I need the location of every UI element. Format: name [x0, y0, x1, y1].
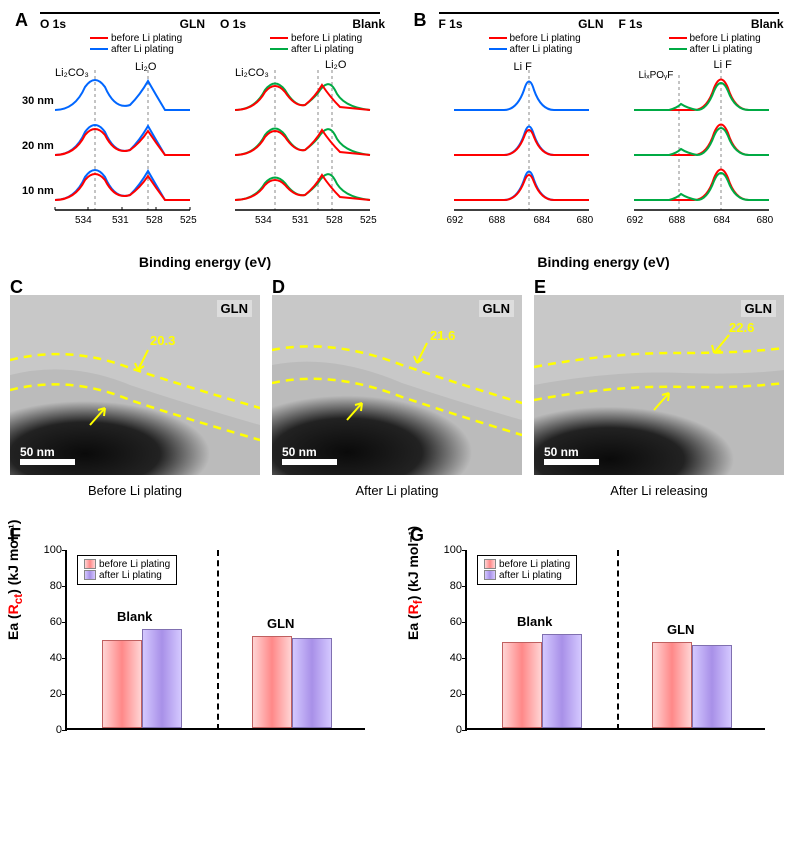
tick: 531 [292, 215, 309, 226]
tem-c-caption: Before Li plating [10, 483, 260, 498]
tick: 692 [447, 215, 464, 226]
scalebar: 50 nm [282, 445, 337, 465]
tem-e-caption: After Li releasing [534, 483, 784, 498]
row-xps: A O 1s GLN before Li plating after Li pl… [10, 10, 797, 270]
tick: 692 [627, 215, 644, 226]
tem-c-measure: 20.3 [150, 333, 175, 348]
bar-before [252, 636, 292, 728]
bar-before [102, 640, 142, 728]
row-tem: C GLN 20.3 50 nm Before Li plating D [10, 295, 797, 495]
ytick: 0 [37, 724, 62, 736]
panel-f-ylabel: Ea (Rct) (kJ mol⁻¹) [5, 520, 25, 640]
tem-d-image: GLN 21.6 50 nm [272, 295, 522, 475]
b-right-svg [609, 15, 789, 225]
panel-f: F Ea (Rct) (kJ mol⁻¹) 020406080100before… [10, 530, 390, 750]
tem-d-measure: 21.6 [430, 328, 455, 343]
panel-c: C GLN 20.3 50 nm Before Li plating [10, 295, 260, 495]
tick: 528 [146, 215, 163, 226]
ytick: 60 [437, 616, 462, 628]
tem-d-corner: GLN [479, 300, 514, 317]
tem-d-caption: After Li plating [272, 483, 522, 498]
scalebar: 50 nm [544, 445, 599, 465]
tick: 680 [577, 215, 594, 226]
scalebar: 50 nm [20, 445, 75, 465]
bar-before [652, 642, 692, 728]
panel-a-topbar [40, 12, 380, 14]
ytick: 60 [37, 616, 62, 628]
panel-b: B F 1s GLN before Li plating after Li pl… [409, 10, 798, 270]
ytick: 40 [37, 652, 62, 664]
bar-group-label: Blank [517, 614, 552, 629]
ytick: 40 [437, 652, 462, 664]
tick: 534 [255, 215, 272, 226]
panel-e: E GLN 22.6 50 nm After Li releasing [534, 295, 784, 495]
panel-g: G Ea (Rf) (kJ mol⁻¹) 020406080100before … [410, 530, 790, 750]
ytick: 80 [437, 580, 462, 592]
tick: 534 [75, 215, 92, 226]
panel-b-topbar [439, 12, 779, 14]
tick: 531 [112, 215, 129, 226]
bar-after [542, 634, 582, 728]
ytick: 20 [437, 688, 462, 700]
figure: A O 1s GLN before Li plating after Li pl… [0, 0, 807, 760]
panel-a-xlabel: Binding energy (eV) [25, 254, 385, 270]
ytick: 100 [37, 544, 62, 556]
bar-group-label: GLN [267, 616, 294, 631]
tick: 525 [180, 215, 197, 226]
scalebar-text: 50 nm [282, 445, 337, 459]
panel-b-right: F 1s Blank before Li plating after Li pl… [609, 15, 789, 245]
bar-after [692, 645, 732, 728]
tem-c-corner: GLN [217, 300, 252, 317]
bar-after [292, 638, 332, 728]
tick: 688 [489, 215, 506, 226]
tick: 680 [757, 215, 774, 226]
row-bars: F Ea (Rct) (kJ mol⁻¹) 020406080100before… [10, 530, 797, 750]
bar-legend: before Li plating after Li plating [77, 555, 177, 585]
panel-a-right: O 1s Blank before Li plating after Li pl… [210, 15, 390, 245]
chart-g-area: 020406080100before Li plating after Li p… [465, 550, 765, 730]
panel-b-left: F 1s GLN before Li plating after Li plat… [429, 15, 609, 245]
bar-group-label: GLN [667, 622, 694, 637]
bar-legend: before Li plating after Li plating [477, 555, 577, 585]
tick: 684 [714, 215, 731, 226]
panel-d: D GLN 21.6 50 nm After Li plating [272, 295, 522, 495]
panel-b-xlabel: Binding energy (eV) [424, 254, 784, 270]
tem-e-image: GLN 22.6 50 nm [534, 295, 784, 475]
bar-group-label: Blank [117, 609, 152, 624]
tem-e-measure: 22.6 [729, 320, 754, 335]
scalebar-text: 50 nm [20, 445, 75, 459]
tem-e-corner: GLN [741, 300, 776, 317]
panel-a-left: O 1s GLN before Li plating after Li plat… [30, 15, 210, 245]
ytick: 80 [37, 580, 62, 592]
bar-before [502, 642, 542, 728]
panel-b-label: B [414, 10, 427, 31]
tick: 525 [360, 215, 377, 226]
a-left-svg [30, 15, 210, 225]
panel-a-label: A [15, 10, 28, 31]
panel-g-ylabel: Ea (Rf) (kJ mol⁻¹) [405, 526, 425, 640]
tem-c-image: GLN 20.3 50 nm [10, 295, 260, 475]
divider [217, 550, 219, 730]
chart-f-area: 020406080100before Li plating after Li p… [65, 550, 365, 730]
tick: 688 [669, 215, 686, 226]
tick: 528 [326, 215, 343, 226]
ytick: 20 [37, 688, 62, 700]
bar-after [142, 629, 182, 728]
scalebar-text: 50 nm [544, 445, 599, 459]
b-left-svg [429, 15, 609, 225]
divider [617, 550, 619, 730]
panel-a: A O 1s GLN before Li plating after Li pl… [10, 10, 399, 270]
a-right-svg [210, 15, 390, 225]
ytick: 100 [437, 544, 462, 556]
tick: 684 [534, 215, 551, 226]
ytick: 0 [437, 724, 462, 736]
